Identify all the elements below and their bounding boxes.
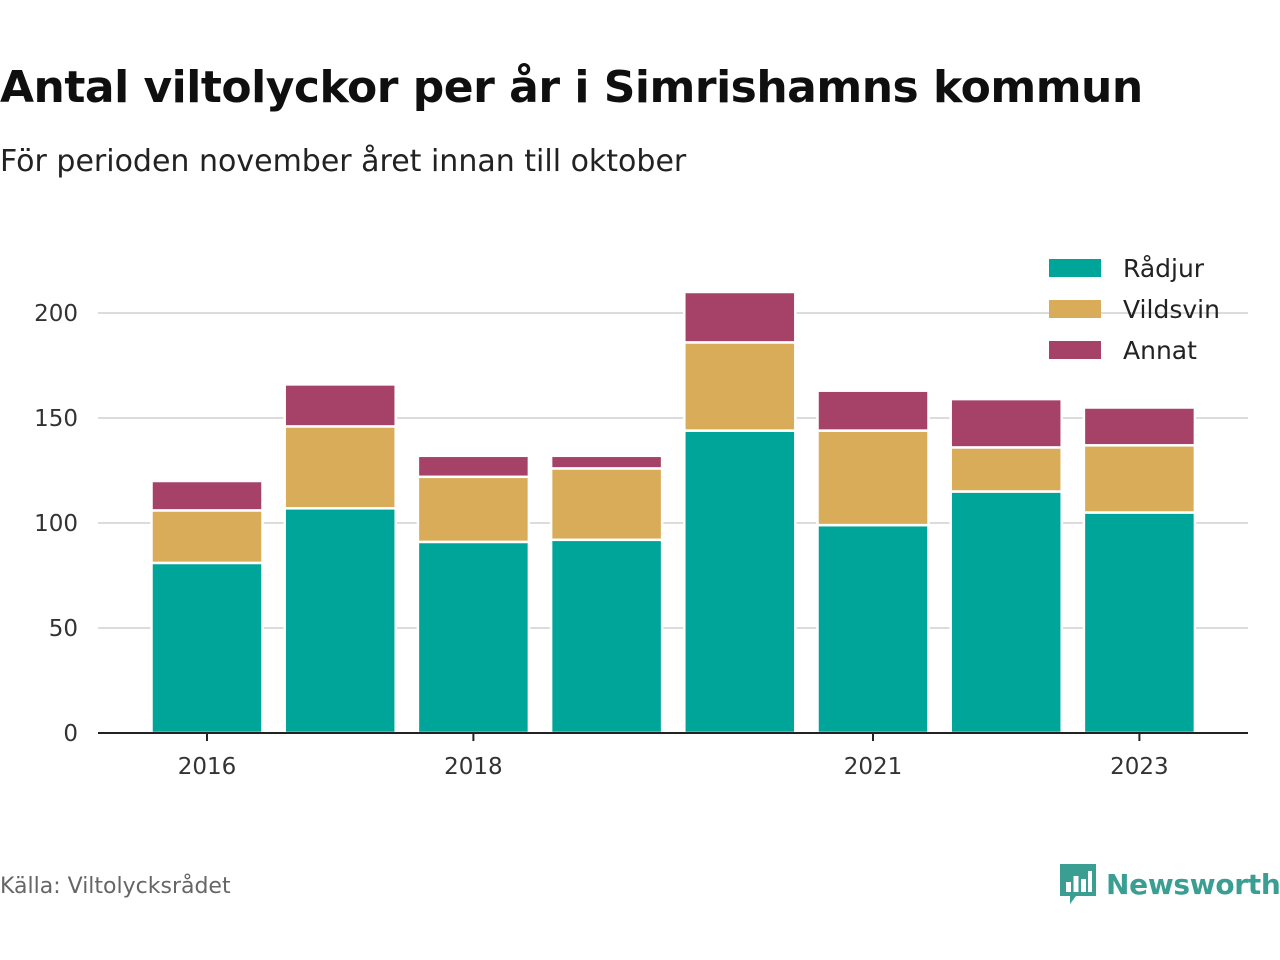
x-tick-label: 2016 (178, 754, 237, 780)
bar-annat-2017 (283, 383, 397, 428)
legend-label: Annat (1123, 336, 1197, 365)
x-tick-label: 2018 (444, 754, 503, 780)
y-tick-label: 0 (63, 721, 78, 747)
bar-rådjur-2017 (283, 507, 397, 735)
newsworthy-logo: Newsworthy (1058, 862, 1280, 906)
bar-rådjur-2016 (150, 561, 264, 735)
source-note: Källa: Viltolycksrådet (0, 874, 231, 899)
bar-vildsvin-2022 (949, 446, 1063, 493)
legend-swatch-annat (1049, 341, 1101, 359)
x-tick-label: 2023 (1110, 754, 1169, 780)
y-tick-label: 50 (49, 616, 78, 642)
legend-label: Vildsvin (1123, 295, 1220, 324)
bar-vildsvin-2016 (150, 509, 264, 565)
bar-annat-2016 (150, 479, 264, 512)
bar-annat-2020 (683, 290, 797, 344)
legend-swatch-rådjur (1049, 259, 1101, 277)
bar-vildsvin-2021 (816, 429, 930, 527)
bar-annat-2021 (816, 389, 930, 432)
bar-annat-2022 (949, 397, 1063, 449)
bar-rådjur-2018 (416, 540, 531, 735)
grid-lines (98, 312, 1248, 629)
bars (150, 290, 1197, 735)
bar-annat-2019 (549, 454, 664, 470)
bar-rådjur-2022 (949, 490, 1063, 735)
chart-title: Antal viltolyckor per år i Simrishamns k… (0, 62, 1143, 113)
chart-subtitle: För perioden november året innan till ok… (0, 144, 687, 179)
x-axis-ticks: 2016 2018 2021 2023 (178, 733, 1169, 780)
y-tick-label: 200 (34, 301, 78, 327)
bar-annat-2023 (1082, 406, 1197, 447)
bar-vildsvin-2017 (283, 425, 397, 510)
legend: Rådjur Vildsvin Annat (1049, 254, 1220, 365)
legend-swatch-vildsvin (1049, 300, 1101, 318)
bar-chart-speech-bubble-icon (1060, 864, 1096, 904)
y-tick-label: 150 (34, 406, 78, 432)
bar-annat-2018 (416, 454, 531, 479)
legend-label: Rådjur (1123, 254, 1205, 283)
bar-rådjur-2021 (816, 523, 930, 735)
bar-vildsvin-2023 (1082, 444, 1197, 514)
brand-name: Newsworthy (1106, 867, 1280, 901)
x-tick-label: 2021 (844, 754, 903, 780)
bar-vildsvin-2019 (549, 467, 664, 542)
bar-vildsvin-2020 (683, 341, 797, 432)
bar-rådjur-2020 (683, 429, 797, 735)
y-tick-label: 100 (34, 511, 78, 537)
bar-rådjur-2019 (549, 538, 664, 735)
y-axis-ticks: 0 50 100 150 200 (34, 301, 78, 747)
bar-vildsvin-2018 (416, 475, 531, 544)
bar-rådjur-2023 (1082, 511, 1197, 735)
